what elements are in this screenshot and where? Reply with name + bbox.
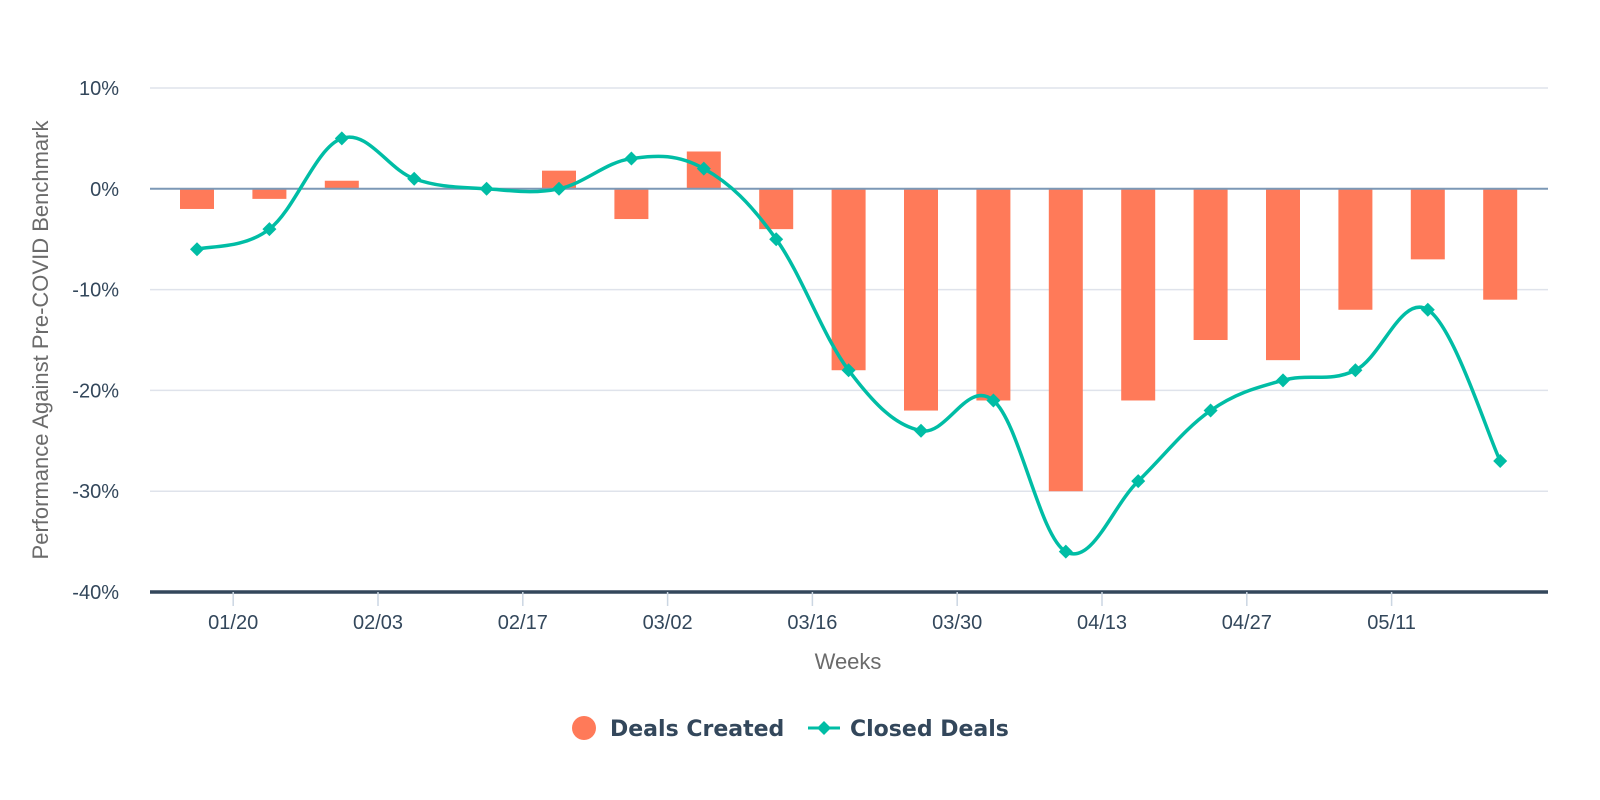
bar-deals-created [831, 188, 866, 371]
marker-closed-deals [1058, 544, 1073, 559]
marker-closed-deals [986, 393, 1001, 408]
bar-deals-created [1193, 188, 1228, 340]
marker-closed-deals [1203, 403, 1218, 418]
legend-swatch-deals-created [572, 716, 596, 740]
bar-deals-created [1048, 188, 1083, 492]
marker-closed-deals [624, 151, 639, 166]
legend-label-closed-deals: Closed Deals [850, 717, 1009, 742]
x-tick-label: 04/27 [1222, 612, 1272, 634]
x-tick-label: 02/17 [498, 612, 548, 634]
y-axis-title: Performance Against Pre-COVID Benchmark [28, 120, 53, 560]
marker-closed-deals [696, 161, 711, 176]
x-tick-label: 04/13 [1077, 612, 1127, 634]
marker-closed-deals [407, 171, 422, 186]
marker-closed-deals [262, 222, 277, 237]
x-axis-ticks: 01/20 02/03 02/17 03/02 03/16 03/30 04/13 04/27… [208, 592, 1416, 634]
marker-closed-deals [841, 363, 856, 378]
marker-closed-deals [914, 423, 928, 438]
marker-closed-deals [1420, 302, 1435, 317]
x-tick-label: 02/03 [353, 612, 403, 634]
x-axis-title: Weeks [815, 649, 882, 674]
marker-closed-deals [1348, 363, 1363, 378]
bar-deals-created [1483, 188, 1518, 300]
bar-deals-created [614, 188, 649, 220]
bar-deals-created [180, 188, 214, 209]
legend-swatch-marker-closed-deals [817, 721, 831, 735]
marker-closed-deals [552, 181, 566, 196]
x-tick-label: 03/02 [643, 612, 693, 634]
bar-deals-created [252, 188, 287, 199]
closed-deals-markers [190, 131, 1508, 559]
bar-deals-created [1266, 188, 1300, 361]
y-tick-label: -20% [72, 380, 119, 402]
y-tick-label: 10% [79, 78, 119, 100]
y-axis-ticks: 10% 0% -10% -20% -30% -40% [72, 78, 119, 604]
legend: Deals Created Closed Deals [572, 716, 1009, 742]
bar-deals-created [1121, 188, 1156, 401]
bar-deals-created [324, 180, 359, 189]
marker-closed-deals [334, 131, 349, 146]
y-tick-label: 0% [90, 179, 119, 201]
marker-closed-deals [479, 181, 494, 196]
x-tick-label: 03/16 [787, 612, 837, 634]
marker-closed-deals [769, 232, 784, 247]
bar-deals-created [1338, 188, 1373, 310]
bar-deals-created [904, 188, 938, 411]
x-tick-label: 01/20 [208, 612, 258, 634]
bar-deals-created [1410, 188, 1445, 260]
x-tick-label: 03/30 [932, 612, 982, 634]
marker-closed-deals [190, 242, 204, 257]
marker-closed-deals [1493, 453, 1508, 468]
marker-closed-deals [1131, 474, 1146, 489]
y-tick-label: -10% [72, 280, 119, 302]
legend-label-deals-created: Deals Created [610, 717, 784, 742]
marker-closed-deals [1276, 373, 1290, 388]
bar-deals-created [976, 188, 1011, 401]
y-tick-label: -30% [72, 481, 119, 503]
y-tick-label: -40% [72, 582, 119, 604]
x-tick-label: 05/11 [1367, 612, 1416, 634]
bar-deals-created [542, 170, 576, 189]
deals-created-bars [180, 151, 1518, 492]
